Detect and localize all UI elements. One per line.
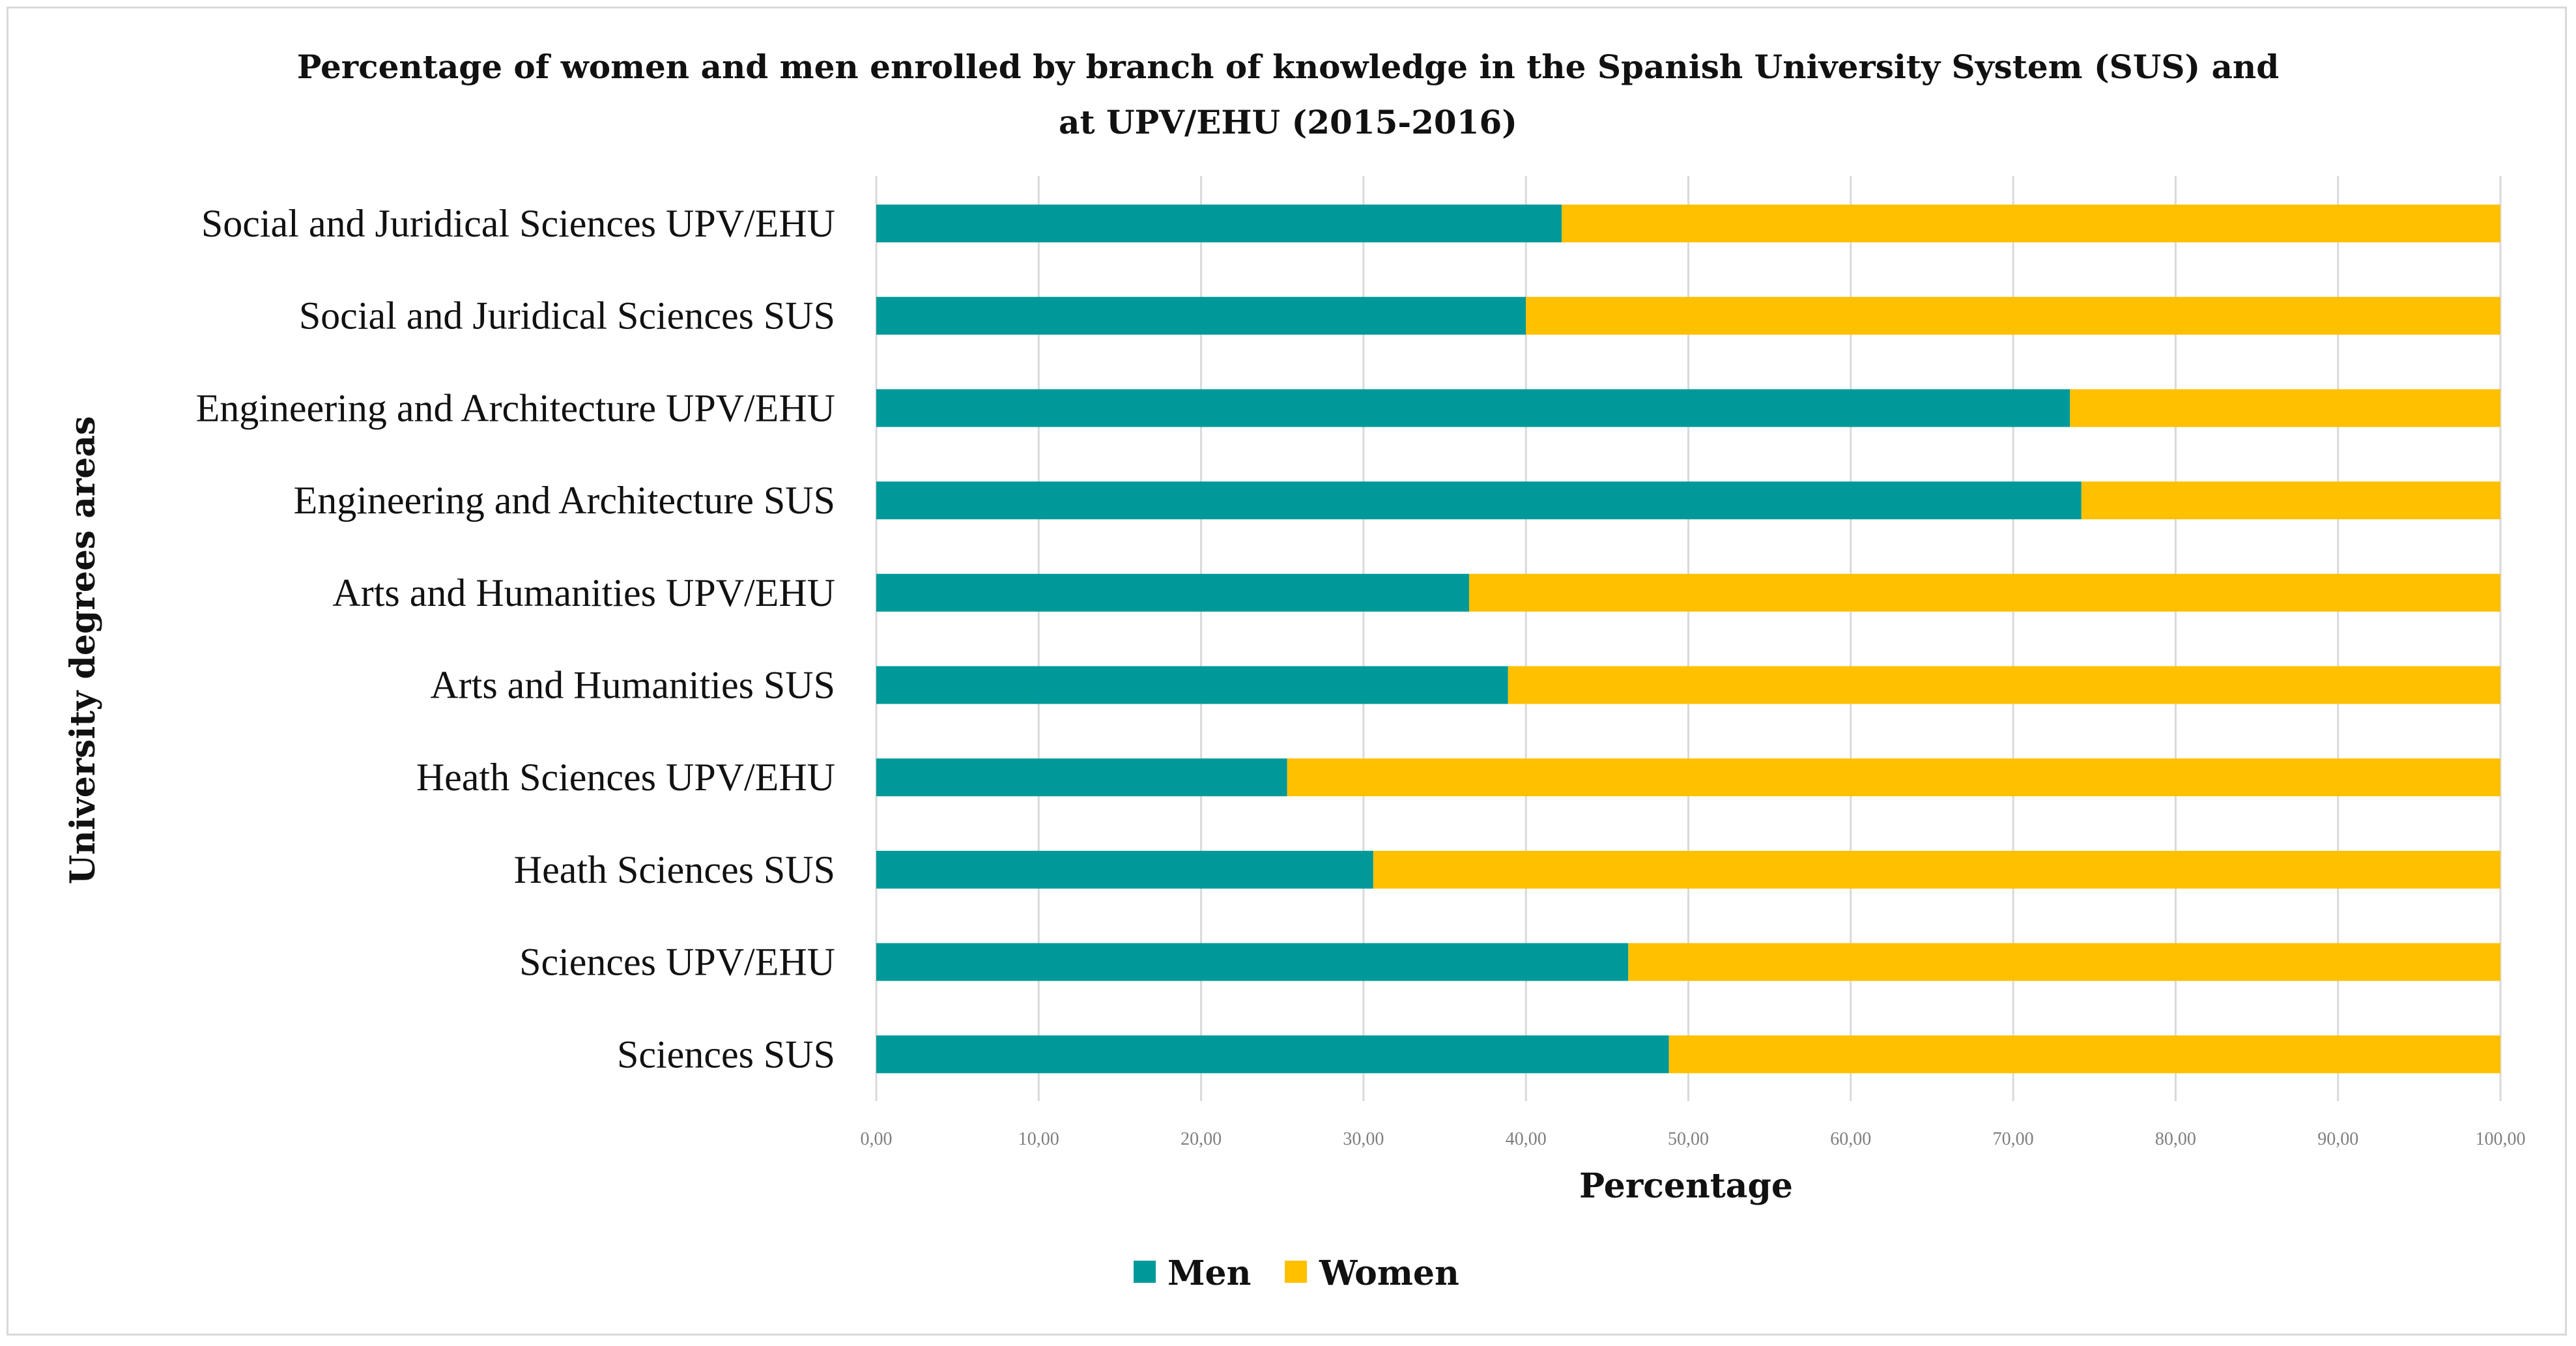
bar-men: [876, 666, 1508, 704]
x-tick-label: 50,00: [1668, 1129, 1709, 1149]
bar-women: [1562, 205, 2500, 242]
bar-women: [1508, 666, 2500, 704]
bar-women: [1628, 943, 2500, 981]
bar-women: [1287, 758, 2500, 797]
legend-label-women: Women: [1319, 1253, 1459, 1293]
bar-women: [2081, 481, 2500, 520]
bar-men: [876, 1035, 1669, 1074]
x-tick-label: 70,00: [1993, 1129, 2034, 1149]
x-tick-label: 30,00: [1343, 1129, 1384, 1149]
legend: Men Women: [1134, 1253, 1459, 1293]
bar-men: [876, 943, 1629, 981]
bar-men: [876, 573, 1469, 612]
bar-women: [2070, 389, 2500, 427]
bar-men: [876, 758, 1287, 797]
category-label: Arts and Humanities SUS: [430, 664, 835, 707]
category-label: Engineering and Architecture SUS: [294, 479, 835, 522]
bar-women: [1373, 850, 2500, 889]
bar-women: [1526, 296, 2500, 335]
bar-men: [876, 205, 1562, 242]
category-label: Social and Juridical Sciences SUS: [299, 294, 835, 337]
bar-men: [876, 389, 2070, 427]
x-tick-label: 90,00: [2317, 1129, 2358, 1149]
y-axis-title: University degrees areas: [63, 416, 103, 885]
x-tick-label: 0,00: [861, 1129, 893, 1149]
legend-swatch-women: [1285, 1261, 1307, 1283]
category-label: Sciences UPV/EHU: [519, 941, 835, 984]
bar-women: [1468, 573, 2500, 612]
chart-title-line-1: Percentage of women and men enrolled by …: [297, 48, 2280, 86]
x-tick-label: 60,00: [1830, 1129, 1871, 1149]
category-label: Arts and Humanities UPV/EHU: [332, 571, 835, 614]
x-tick-labels: 0,00 10,00 20,00 30,00 40,00 50,00 60,00 70,00 8…: [861, 1129, 2526, 1149]
category-label: Engineering and Architecture UPV/EHU: [196, 386, 835, 429]
category-label: Heath Sciences SUS: [514, 848, 835, 891]
x-tick-label: 80,00: [2155, 1129, 2196, 1149]
labels: Percentage of women and men enrolled by …: [63, 48, 2279, 1206]
x-tick-label: 10,00: [1018, 1129, 1059, 1149]
bar-men: [876, 481, 2082, 520]
bars: [876, 205, 2500, 1074]
category-labels: Social and Juridical Sciences UPV/EHU Soc…: [196, 202, 835, 1076]
bar-men: [876, 850, 1373, 889]
legend-swatch-men: [1134, 1261, 1156, 1283]
bar-men: [876, 296, 1526, 335]
x-axis-title: Percentage: [1579, 1166, 1793, 1206]
chart-title-line-2: at UPV/EHU (2015-2016): [1059, 103, 1517, 141]
category-label: Social and Juridical Sciences UPV/EHU: [201, 202, 835, 245]
x-tick-label: 40,00: [1506, 1129, 1547, 1149]
bar-women: [1668, 1035, 2500, 1074]
category-label: Sciences SUS: [617, 1033, 835, 1076]
legend-label-men: Men: [1167, 1253, 1251, 1293]
category-label: Heath Sciences UPV/EHU: [416, 756, 835, 799]
x-tick-label: 20,00: [1181, 1129, 1222, 1149]
x-tick-label: 100,00: [2476, 1129, 2526, 1149]
